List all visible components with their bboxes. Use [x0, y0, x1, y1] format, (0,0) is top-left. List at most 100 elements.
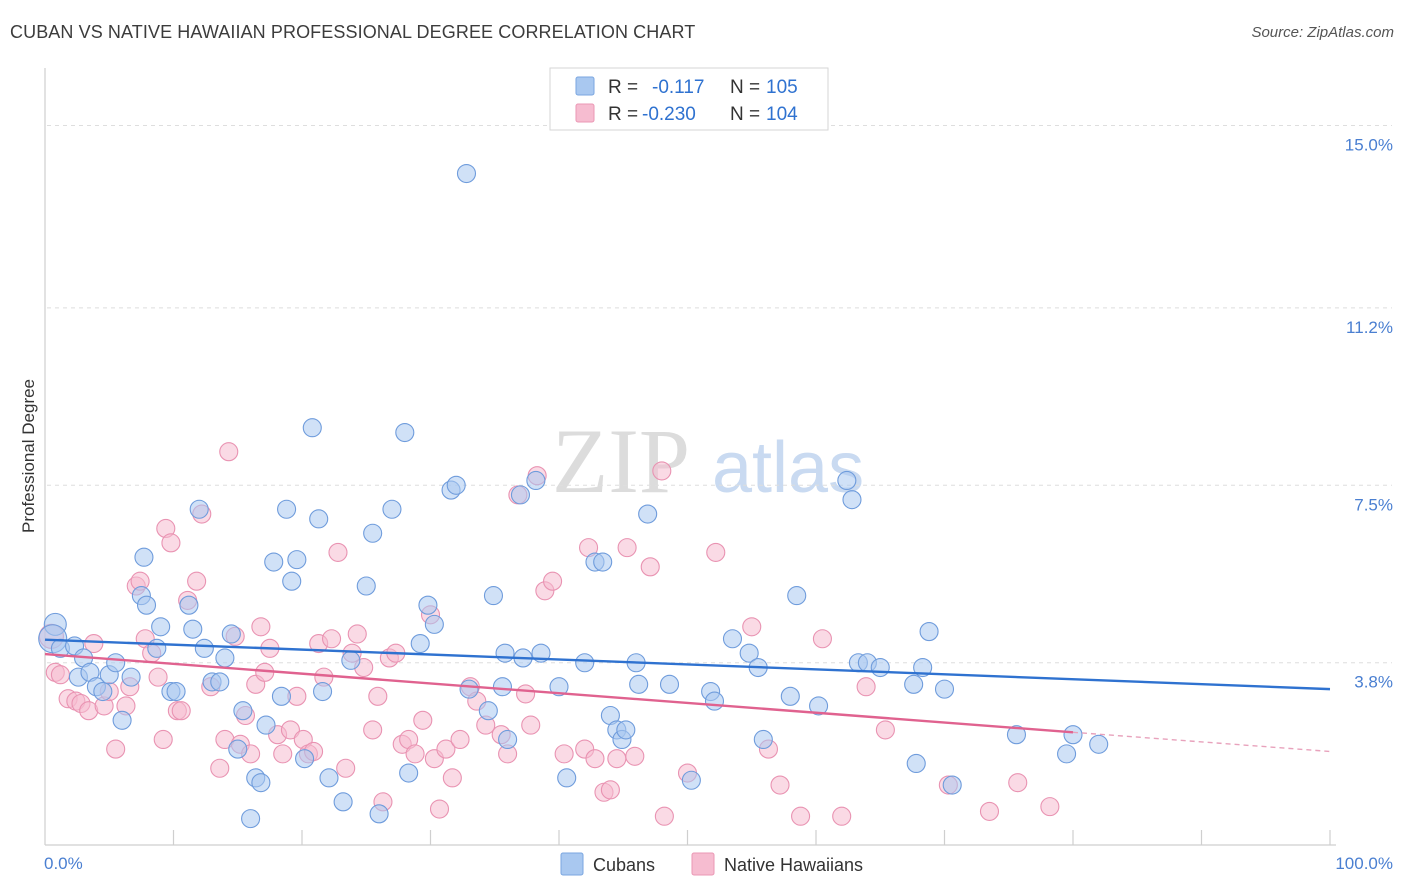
- cubans-point: [309, 509, 329, 529]
- native-hawaiians-point: [368, 686, 388, 706]
- cubans-point: [233, 701, 253, 721]
- native-hawaiians-point: [328, 542, 348, 562]
- cubans-point: [1057, 744, 1077, 764]
- native-hawaiians-point: [219, 442, 239, 462]
- native-hawaiians-trend-line: [44, 652, 1074, 734]
- cubans-point: [251, 773, 271, 793]
- native-hawaiians-n-label: N =: [730, 104, 760, 125]
- cubans-point: [395, 422, 415, 443]
- native-hawaiians-n-value: 104: [766, 104, 798, 125]
- native-hawaiians-point: [153, 729, 173, 750]
- cubans-point: [906, 753, 926, 774]
- cubans-point: [295, 749, 315, 769]
- cubans-point: [134, 547, 154, 567]
- cubans-swatch: [575, 76, 595, 96]
- native-hawaiians-point: [363, 720, 383, 740]
- native-hawaiians-point: [791, 806, 811, 826]
- cubans-point: [942, 775, 962, 795]
- native-hawaiians-point: [161, 533, 181, 553]
- cubans-point: [424, 614, 444, 634]
- native-hawaiians-swatch: [575, 103, 595, 123]
- cubans-n-label: N =: [730, 77, 760, 98]
- cubans-point: [870, 657, 890, 678]
- x-tick-label-min: 0.0%: [44, 854, 83, 873]
- x-axis-ticks: [172, 830, 1331, 845]
- native-hawaiians-point: [84, 634, 104, 654]
- cubans-point: [277, 499, 297, 519]
- native-hawaiians-point: [280, 720, 300, 740]
- native-hawaiians-point: [875, 720, 895, 740]
- cubans-point: [616, 720, 636, 740]
- native-hawaiians-point: [600, 780, 620, 800]
- native-hawaiians-point: [554, 744, 574, 764]
- cubans-point: [904, 674, 924, 694]
- chart-title: CUBAN VS NATIVE HAWAIIAN PROFESSIONAL DE…: [10, 22, 696, 42]
- cubans-point: [526, 470, 546, 491]
- legend-cubans-label: Cubans: [593, 855, 655, 875]
- cubans-point: [194, 638, 214, 658]
- native-hawaiians-point: [251, 617, 271, 637]
- cubans-point: [166, 681, 186, 702]
- cubans-point: [549, 677, 569, 697]
- cubans-point: [498, 729, 518, 750]
- cubans-point: [722, 629, 743, 649]
- cubans-point: [302, 418, 322, 438]
- cubans-point: [459, 679, 479, 699]
- cubans-point: [557, 768, 577, 788]
- native-hawaiians-point: [429, 799, 450, 819]
- cubans-point: [510, 485, 531, 505]
- cubans-point: [264, 552, 284, 572]
- native-hawaiians-r-label: R =: [608, 104, 638, 125]
- native-hawaiians-point: [625, 746, 645, 766]
- cubans-point: [575, 653, 595, 673]
- cubans-point: [271, 686, 291, 706]
- cubans-point: [112, 710, 132, 730]
- cubans-point: [787, 586, 807, 606]
- cubans-n-value: 105: [766, 77, 798, 98]
- watermark: ZIP atlas: [552, 410, 864, 512]
- cubans-point: [183, 619, 203, 639]
- cubans-point: [215, 648, 235, 668]
- cubans-point: [221, 624, 241, 644]
- cubans-point: [106, 653, 126, 673]
- cubans-point: [256, 715, 276, 735]
- native-hawaiians-r-value: -0.230: [642, 104, 696, 125]
- cubans-point: [341, 650, 361, 670]
- native-hawaiians-point: [652, 461, 672, 481]
- cubans-point: [629, 674, 649, 694]
- watermark-atlas: atlas: [712, 428, 864, 508]
- cubans-point: [147, 638, 167, 658]
- native-hawaiians-point: [812, 629, 832, 649]
- cubans-point: [492, 677, 513, 697]
- cubans-point: [287, 550, 307, 570]
- cubans-point: [282, 571, 302, 591]
- native-hawaiians-point: [1008, 773, 1028, 793]
- native-hawaiians-trend-extension: [1072, 731, 1331, 753]
- native-hawaiians-point: [617, 538, 637, 558]
- cubans-point: [241, 809, 261, 829]
- cubans-point: [780, 686, 800, 706]
- cubans-point: [1006, 725, 1027, 745]
- native-hawaiians-point: [347, 624, 367, 644]
- native-hawaiians-point: [442, 768, 462, 788]
- cubans-point: [369, 804, 389, 824]
- cubans-point: [842, 490, 862, 510]
- source-credit: Source: ZipAtlas.com: [1251, 24, 1394, 41]
- cubans-point: [483, 586, 504, 606]
- cubans-point: [1063, 725, 1083, 745]
- cubans-point: [93, 681, 113, 702]
- native-hawaiians-point: [585, 749, 605, 769]
- cubans-point: [478, 701, 498, 721]
- native-hawaiians-point: [336, 758, 356, 778]
- cubans-point: [753, 729, 773, 750]
- legend-native-hawaiians-swatch: [691, 852, 715, 876]
- cubans-r-label: R =: [608, 77, 638, 98]
- cubans-point: [363, 523, 383, 543]
- native-hawaiians-point: [106, 739, 126, 759]
- native-hawaiians-point: [770, 775, 790, 795]
- native-hawaiians-point: [322, 629, 342, 649]
- native-hawaiians-point: [50, 665, 70, 685]
- cubans-point: [593, 552, 613, 572]
- cubans-trend-line: [44, 638, 1331, 691]
